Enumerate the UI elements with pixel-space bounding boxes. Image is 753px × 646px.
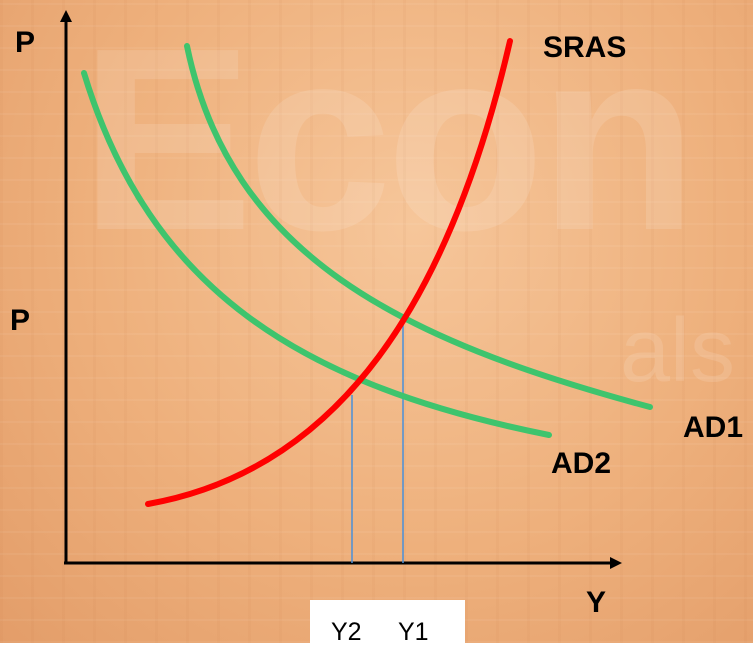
ad2-label: AD2 <box>551 447 611 480</box>
y-axis-label-top: P <box>15 26 35 59</box>
background-watermark-2: als <box>620 301 736 401</box>
sras-curve <box>145 38 513 507</box>
ad1-curve <box>184 43 653 410</box>
tick-label-box <box>310 600 465 643</box>
sras-label: SRAS <box>543 31 626 64</box>
ad1-label: AD1 <box>683 411 743 444</box>
y2-tick-label: Y2 <box>331 618 362 646</box>
y1-tick-label: Y1 <box>398 618 429 646</box>
ad2-curve <box>81 70 552 438</box>
background-watermark: Econ <box>80 0 698 285</box>
x-axis-label: Y <box>586 586 606 619</box>
y-axis-label-mid: P <box>10 304 30 337</box>
